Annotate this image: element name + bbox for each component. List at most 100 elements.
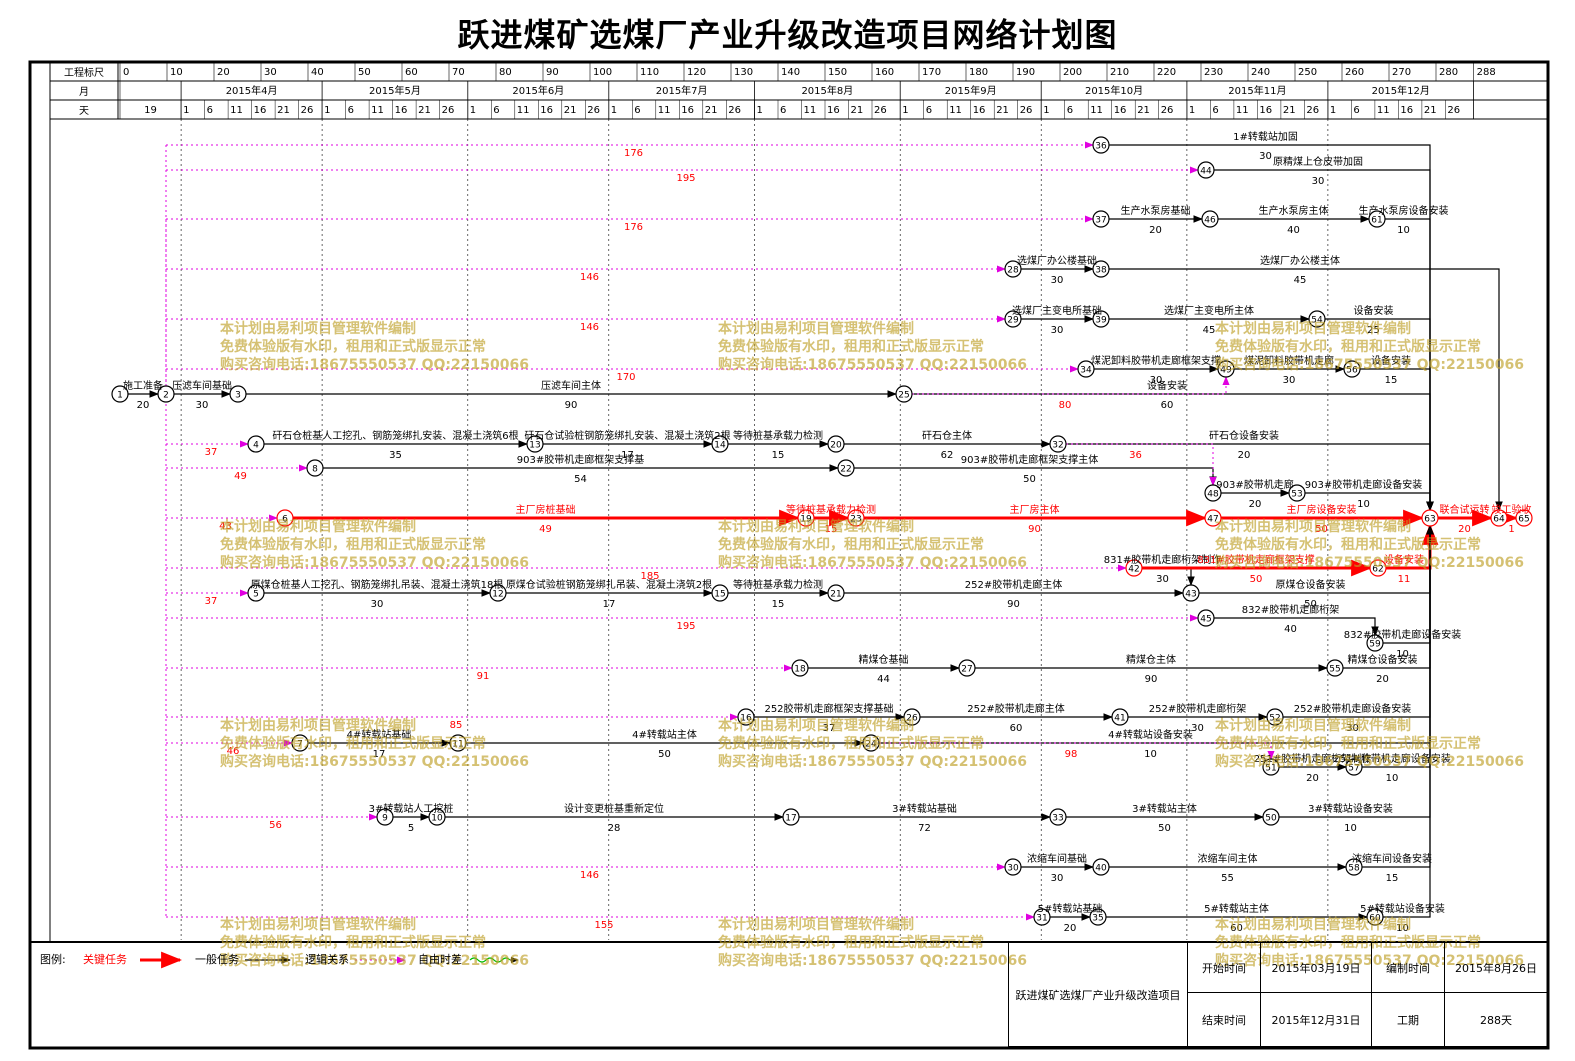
day-label: 6: [207, 105, 213, 116]
task-duration: 30: [1051, 325, 1064, 336]
legend-heading: 图例:: [40, 953, 66, 966]
month-label: 2015年7月: [656, 84, 708, 97]
task-name: 3#转载站设备安装: [1308, 802, 1393, 815]
event-node-number: 31: [1036, 914, 1047, 924]
event-node: [1182, 584, 1200, 602]
task-name: 设计变更桩基重新定位: [564, 802, 664, 815]
task-duration: 20: [1249, 499, 1262, 510]
event-node-number: 65: [1518, 515, 1529, 525]
scale-tick-label: 288: [1477, 67, 1496, 78]
task-duration: 30: [1156, 574, 1169, 585]
day-label: 1: [902, 105, 908, 116]
event-node-number: 34: [1080, 366, 1092, 376]
task-duration: 185: [640, 571, 659, 582]
event-node: [847, 509, 865, 527]
event-node-number: 23: [850, 515, 861, 525]
task-name: 等待桩基承载力检测: [733, 578, 823, 591]
event-node: [827, 435, 845, 453]
scale-tick-label: 50: [358, 67, 371, 78]
outer-frame: [28, 60, 1550, 1050]
event-node-number: 49: [1220, 366, 1232, 376]
event-node-number: 45: [1200, 615, 1211, 625]
event-node: [837, 459, 855, 477]
month-label: 2015年10月: [1085, 84, 1143, 97]
day-label: 21: [277, 105, 290, 116]
event-node-number: 36: [1095, 142, 1107, 152]
event-node-number: 13: [529, 441, 540, 451]
header-row-label: 月: [79, 86, 89, 98]
task-name: 主厂房桩基础: [516, 503, 576, 516]
event-node: [1197, 161, 1215, 179]
task-name: 903#胶带机走廊框架支撑基: [517, 453, 644, 466]
start-value: 2015年03月19日: [1260, 942, 1372, 993]
task-name: 设备安装: [1371, 354, 1411, 367]
day-label: 11: [517, 105, 530, 116]
task-duration: 15: [1386, 873, 1399, 884]
event-node: [895, 385, 913, 403]
task-duration: 45: [1203, 325, 1216, 336]
event-node-number: 6: [282, 515, 288, 525]
day-label: 16: [1259, 105, 1272, 116]
task-duration: 20: [1064, 923, 1077, 934]
task-arrow-55-63: [1343, 525, 1434, 669]
task-name: 251#胶带机走廊桁架制作: [1254, 752, 1371, 765]
event-node-number: 53: [1291, 490, 1302, 500]
month-label: 2015年4月: [226, 84, 278, 97]
scale-tick-label: 240: [1251, 67, 1270, 78]
event-node-number: 64: [1493, 515, 1505, 525]
task-duration: 50: [1304, 599, 1317, 610]
event-node-number: 2: [163, 391, 169, 401]
task-name: 选煤厂主变电所主体: [1164, 304, 1254, 317]
task-name: 252#胶带机走廊主体: [967, 702, 1064, 715]
task-duration: 37: [205, 596, 218, 607]
task-duration: 10: [1396, 649, 1409, 660]
task-name: 903#胶带机走廊设备安装: [1305, 478, 1422, 491]
task-name: 831#胶带机走廊桁架制作: [1104, 553, 1221, 566]
task-name: 3#转载站人工挖桩: [369, 802, 454, 815]
scale-tick-label: 10: [170, 67, 183, 78]
task-name: 5#转载站基础: [1038, 902, 1103, 915]
event-node-number: 32: [1052, 441, 1063, 451]
task-duration: 11: [1398, 574, 1411, 585]
task-name: 设备安装: [1147, 379, 1187, 392]
scale-tick-label: 150: [828, 67, 847, 78]
legend-logic-label: 逻辑关系: [305, 953, 349, 966]
end-value: 2015年12月31日: [1260, 992, 1372, 1047]
event-node-number: 17: [785, 814, 796, 824]
scale-tick-label: 90: [546, 67, 559, 78]
day-label: 16: [254, 105, 267, 116]
event-node: [797, 509, 815, 527]
event-node: [1217, 360, 1235, 378]
task-name: 3#转载站主体: [1132, 802, 1197, 815]
event-node-number: 41: [1114, 714, 1125, 724]
scale-tick-label: 0: [123, 67, 129, 78]
event-node: [1308, 310, 1326, 328]
event-node: [1111, 708, 1129, 726]
task-duration: 30: [1051, 873, 1064, 884]
event-node-number: 24: [865, 740, 877, 750]
task-duration: 85: [450, 720, 463, 731]
header-row-label: 天: [79, 106, 89, 117]
event-node-number: 16: [740, 714, 752, 724]
task-duration: 91: [477, 671, 490, 682]
task-name: 原煤仓试验桩钢筋笼绑扎吊装、混凝土浇筑2根: [506, 578, 712, 591]
scale-tick-label: 60: [405, 67, 418, 78]
event-node-number: 3: [235, 391, 241, 401]
task-name: 生产水泵房设备安装: [1359, 204, 1449, 217]
event-node-number: 12: [492, 590, 503, 600]
day-label: 26: [874, 105, 887, 116]
compile-label: 编制时间: [1371, 942, 1445, 993]
day-label: 21: [705, 105, 718, 116]
event-node-number: 28: [1007, 266, 1019, 276]
task-name: 832#胶带机走廊设备安装: [1344, 628, 1461, 641]
month-label: 2015年11月: [1228, 84, 1286, 97]
task-name: 831#胶带机走廊框架支撑: [1197, 553, 1314, 566]
event-node-number: 15: [714, 590, 725, 600]
event-node: [1204, 484, 1222, 502]
task-name: 矸石仓桩基人工挖孔、钢筋笼绑扎安装、混凝土浇筑6根: [272, 429, 518, 442]
task-name: 3#转载站基础: [892, 802, 957, 815]
task-arrow-25-49: [912, 376, 1230, 395]
event-node-number: 54: [1311, 316, 1323, 326]
